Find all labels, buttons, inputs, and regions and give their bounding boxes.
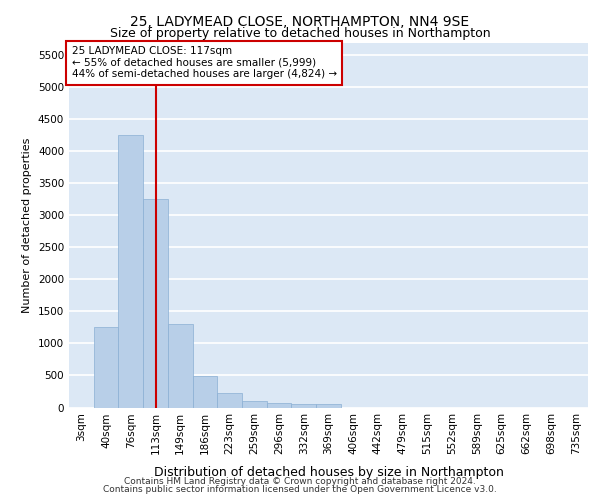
Bar [292,404,316,407]
Bar [143,200,168,408]
Text: 25, LADYMEAD CLOSE, NORTHAMPTON, NN4 9SE: 25, LADYMEAD CLOSE, NORTHAMPTON, NN4 9SE [130,15,470,29]
Bar [217,393,242,407]
Bar [168,324,193,407]
Text: 25 LADYMEAD CLOSE: 117sqm
← 55% of detached houses are smaller (5,999)
44% of se: 25 LADYMEAD CLOSE: 117sqm ← 55% of detac… [71,46,337,80]
Bar [242,401,267,407]
Bar [193,376,217,408]
X-axis label: Distribution of detached houses by size in Northampton: Distribution of detached houses by size … [154,466,503,478]
Y-axis label: Number of detached properties: Number of detached properties [22,138,32,312]
Bar [94,328,118,407]
Bar [267,403,292,407]
Text: Contains public sector information licensed under the Open Government Licence v3: Contains public sector information licen… [103,485,497,494]
Bar [316,404,341,407]
Text: Contains HM Land Registry data © Crown copyright and database right 2024.: Contains HM Land Registry data © Crown c… [124,477,476,486]
Bar [118,136,143,407]
Text: Size of property relative to detached houses in Northampton: Size of property relative to detached ho… [110,27,490,40]
